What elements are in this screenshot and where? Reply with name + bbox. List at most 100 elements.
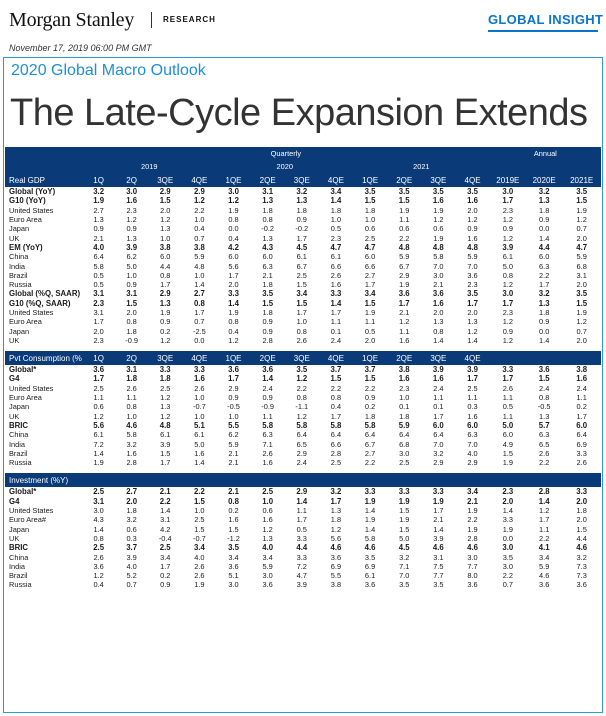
column-header <box>562 473 601 488</box>
table-cell: -0.4 <box>158 533 172 543</box>
column-header: 3QE <box>284 351 319 366</box>
table-cell: 1.4 <box>364 524 376 534</box>
table-cell: 6.1 <box>330 252 342 262</box>
table-cell: 1.3 <box>467 317 478 327</box>
column-header: 1Q <box>82 173 116 187</box>
table-cell: 6.9 <box>576 439 587 449</box>
table-cell: 2.5 <box>364 233 376 243</box>
table-cell: 3.1 <box>93 496 105 506</box>
table-cell: 2.0 <box>93 326 104 336</box>
table-cell: 0.4 <box>93 580 104 590</box>
table-cell: 2.2 <box>193 487 205 497</box>
table-cell: 5.0 <box>502 420 514 430</box>
row-label: Japan <box>9 326 30 336</box>
table-cell: 3.3 <box>193 365 205 375</box>
table-cell: 1.5 <box>193 496 205 506</box>
table-cell: 5.9 <box>194 252 205 262</box>
table-cell: 3.5 <box>296 365 308 375</box>
table-cell: 0.1 <box>433 402 444 412</box>
table-cell: 4.6 <box>364 543 376 553</box>
table-cell: 5.8 <box>296 420 308 430</box>
table-cell: 1.6 <box>330 280 342 290</box>
row-label: G4 <box>9 496 20 506</box>
row-label: Euro Area# <box>9 515 46 525</box>
table-cell: 1.1 <box>330 317 342 327</box>
table-cell: 3.5 <box>576 289 588 299</box>
table-cell: 1.4 <box>539 335 550 345</box>
table-cell: 2.6 <box>93 552 104 562</box>
table-cell: 7.1 <box>399 561 410 571</box>
table-row: Global (%Q, SAAR) 3.1 3.1 2.9 2.7 3.3 3.5 3.4 3.… <box>5 289 601 298</box>
table-cell: 3.2 <box>433 448 444 458</box>
table-cell: 1.6 <box>467 196 478 206</box>
table-cell: 0.9 <box>539 215 550 225</box>
table-cell: 4.8 <box>159 420 171 430</box>
table-cell: 4.4 <box>296 543 308 553</box>
table-cell: 1.7 <box>467 298 478 308</box>
table-cell: 3.9 <box>126 242 138 252</box>
table-cell: 3.6 <box>262 580 273 590</box>
row-label: G10 (%Q, SAAR) <box>9 298 71 308</box>
table-row: UK 1.2 1.0 1.2 1.0 1.0 1.1 1.2 1.7 1.8 1.8 1.7 1.6 1.… <box>5 412 601 421</box>
table-cell: 1.5 <box>194 524 205 534</box>
report-title: The Late-Cycle Expansion Extends <box>10 92 588 134</box>
table-cell: 1.9 <box>398 496 410 506</box>
row-label: UK <box>9 335 20 345</box>
table-cell: 2.6 <box>194 571 205 581</box>
table-cell: 1.4 <box>93 448 104 458</box>
table-cell: 1.2 <box>502 215 513 225</box>
table-cell: 3.0 <box>467 552 478 562</box>
table-cell: 3.0 <box>228 187 239 197</box>
table-cell: 1.7 <box>93 317 104 327</box>
table-cell: 2.0 <box>576 280 587 290</box>
table-cell: 2.0 <box>228 280 239 290</box>
table-cell: 0.0 <box>228 224 239 234</box>
table-cell: 3.3 <box>502 365 514 375</box>
table-cell: 6.1 <box>296 252 307 262</box>
table-cell: 4.7 <box>296 571 307 581</box>
table-cell: 1.3 <box>296 196 308 206</box>
table-cell: 1.6 <box>126 448 137 458</box>
table-cell: 0.9 <box>126 224 137 234</box>
column-header: 2020E <box>526 173 563 187</box>
column-header <box>455 473 490 488</box>
table-cell: 3.9 <box>160 439 171 449</box>
table-cell: 5.9 <box>539 561 550 571</box>
column-header: 4QE <box>182 351 217 366</box>
table-cell: 1.9 <box>502 524 513 534</box>
table-cell: 6.4 <box>433 430 444 440</box>
table-row: UK 2.1 1.3 1.0 0.7 0.4 1.3 1.7 2.3 2.5 2.2 1.9 1.6 1.… <box>5 233 601 243</box>
table-cell: 2.6 <box>194 383 205 393</box>
table-cell: 1.0 <box>126 270 137 280</box>
table-cell: 3.3 <box>228 289 239 299</box>
table-cell: 0.3 <box>126 533 137 543</box>
column-header: 2QE <box>387 173 422 187</box>
table-cell: 1.7 <box>228 374 239 384</box>
table-cell: 2.2 <box>159 496 171 506</box>
table-row: Global* 2.5 2.7 2.1 2.2 2.1 2.5 2.9 3.2 3.3 3.3 3.3… <box>5 487 601 496</box>
table-cell: 0.9 <box>502 326 513 336</box>
table-cell: 3.8 <box>193 242 205 252</box>
table-cell: 7.2 <box>93 439 104 449</box>
table-cell: 0.9 <box>160 580 171 590</box>
table-row: Global* 3.6 3.1 3.3 3.3 3.6 3.6 3.5 3.7 3.7 3.8 3.9… <box>5 365 601 374</box>
table-cell: 3.9 <box>126 552 137 562</box>
table-cell: 7.0 <box>467 261 478 271</box>
table-row: Japan 0.9 0.9 1.3 0.4 0.0 -0.2 -0.2 0.5 0.6 0.6 0.6… <box>5 224 601 233</box>
table-cell: 1.2 <box>296 411 307 421</box>
section-header-row: Pvt Consumption (%Y) 1Q 2Q 3QE 4QE 1QE 2QE 3QE 4… <box>5 351 601 366</box>
table-row: Euro Area 1.7 0.8 0.9 0.7 0.8 0.9 1.0 1.1 1.1 1.2 1… <box>5 317 601 326</box>
table-cell: 1.4 <box>160 506 171 516</box>
table-cell: 3.9 <box>432 365 444 375</box>
row-label: Brazil <box>9 270 28 280</box>
table-cell: 2.2 <box>502 571 513 581</box>
column-header <box>353 473 388 488</box>
table-cell: 1.4 <box>93 524 104 534</box>
table-cell: 4.6 <box>330 543 342 553</box>
table-cell: 1.6 <box>262 458 273 468</box>
table-cell: 1.6 <box>432 196 444 206</box>
table-cell: 0.8 <box>93 533 104 543</box>
table-cell: 3.4 <box>539 552 550 562</box>
table-cell: 6.1 <box>194 430 205 440</box>
table-cell: 1.3 <box>330 506 342 516</box>
